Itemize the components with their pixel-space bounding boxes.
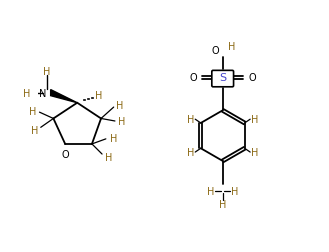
- Text: H: H: [105, 152, 112, 162]
- Text: H: H: [219, 199, 226, 209]
- Text: H: H: [187, 115, 194, 125]
- Text: H: H: [228, 42, 236, 52]
- Text: H: H: [43, 67, 51, 77]
- Text: H: H: [207, 186, 214, 197]
- Text: O: O: [61, 149, 69, 160]
- Text: N: N: [39, 88, 47, 98]
- Text: H: H: [30, 106, 37, 116]
- Text: H: H: [187, 147, 194, 158]
- Polygon shape: [51, 90, 77, 103]
- Text: H: H: [95, 91, 102, 101]
- Text: O: O: [211, 45, 219, 55]
- Text: H: H: [116, 101, 124, 111]
- Text: H: H: [117, 116, 125, 127]
- Text: H: H: [251, 115, 258, 125]
- Text: H: H: [23, 88, 30, 98]
- Text: O: O: [249, 73, 256, 83]
- FancyBboxPatch shape: [212, 71, 234, 87]
- Text: S: S: [219, 73, 226, 83]
- Text: O: O: [189, 73, 197, 83]
- Text: H: H: [231, 186, 239, 197]
- Text: H: H: [31, 125, 38, 135]
- Text: H: H: [251, 147, 258, 158]
- Text: H: H: [110, 133, 117, 143]
